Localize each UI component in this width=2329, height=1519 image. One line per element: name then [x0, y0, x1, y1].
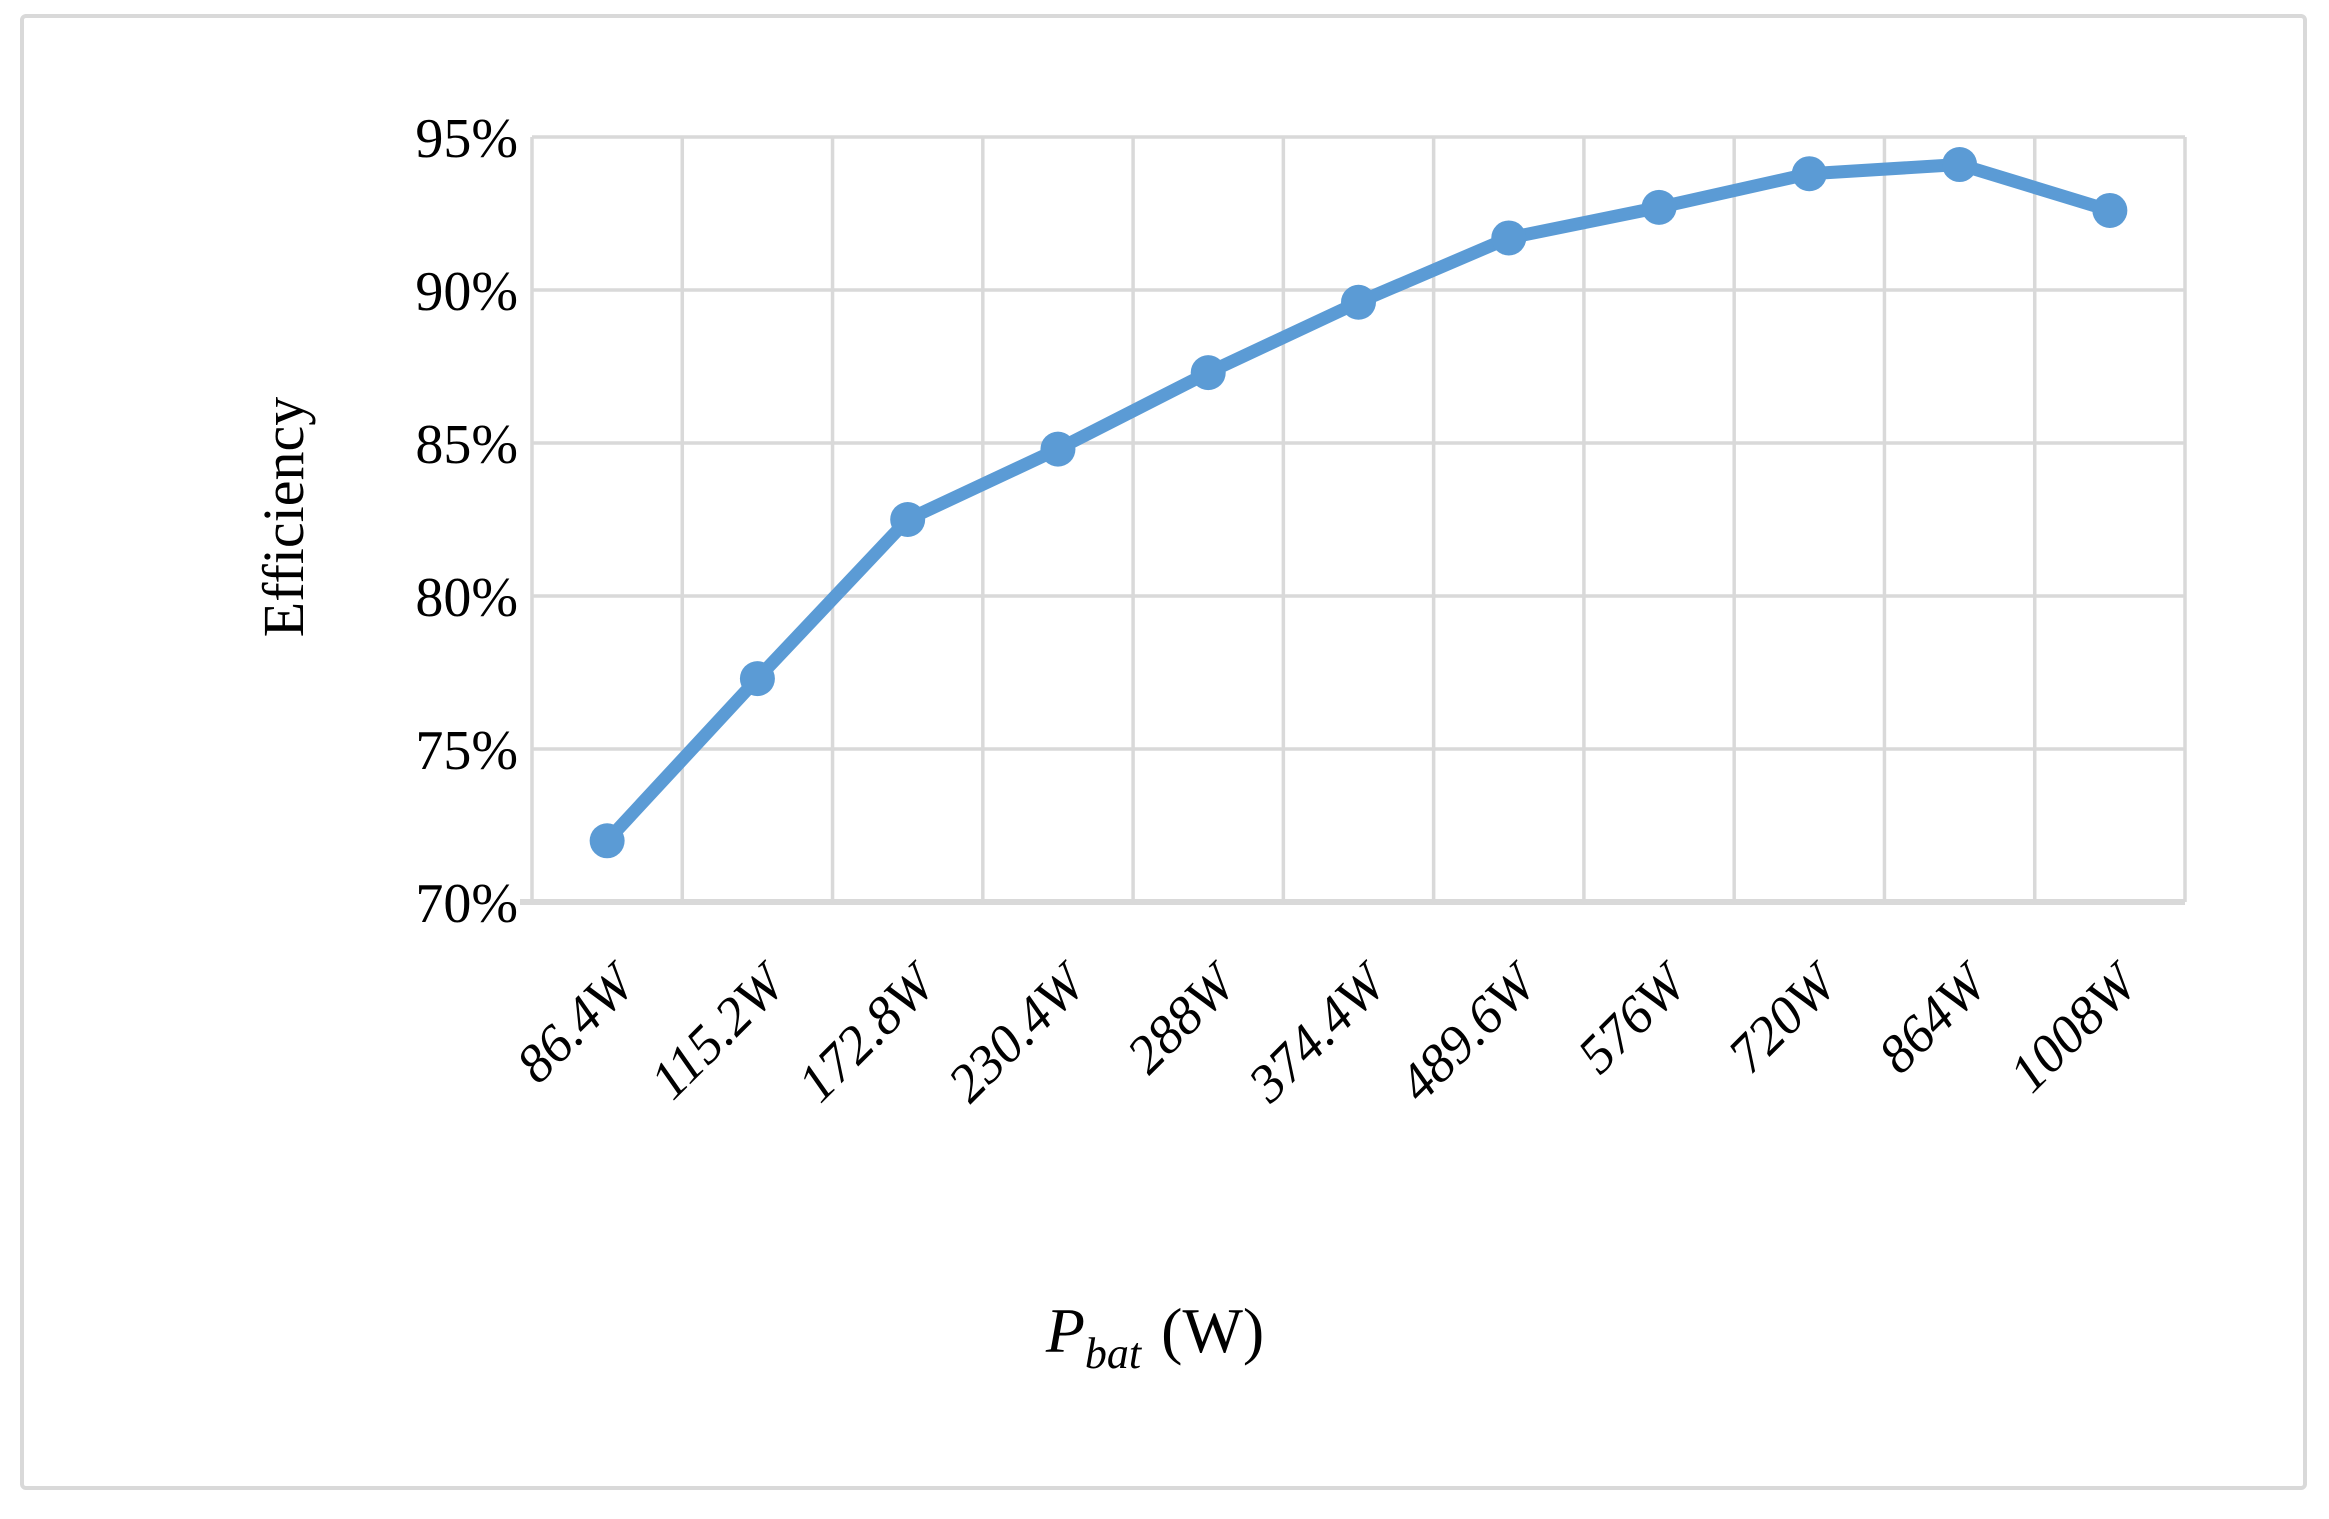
y-tick-labels: 95% 90% 85% 80% 75% 70% — [415, 108, 518, 935]
x-axis-title-symbol: P — [1045, 1295, 1085, 1366]
data-point-marker — [1491, 220, 1527, 256]
data-point-marker — [2092, 192, 2128, 228]
data-point-marker — [1040, 431, 1076, 467]
data-point-marker — [1341, 284, 1376, 320]
data-point-marker — [890, 502, 926, 537]
series-markers — [589, 147, 2128, 859]
data-point-marker — [739, 661, 775, 697]
x-tick-label: 1008W — [1998, 950, 2152, 1104]
data-point-marker — [1791, 156, 1827, 192]
y-axis-title: Efficiency — [251, 397, 316, 637]
x-tick-label: 576W — [1566, 950, 1701, 1085]
gridlines — [530, 135, 2187, 902]
y-tick-label: 70% — [415, 873, 518, 935]
chart-figure-border — [20, 14, 2307, 1490]
x-tick-label: 115.2W — [639, 950, 800, 1111]
data-point-marker — [1942, 147, 1978, 183]
data-point-marker — [589, 823, 625, 859]
data-point-marker — [1190, 355, 1226, 391]
x-tick-label: 172.8W — [786, 950, 950, 1114]
y-tick-label: 75% — [415, 720, 518, 782]
x-tick-label: 288W — [1115, 950, 1250, 1085]
x-tick-label: 489.6W — [1387, 950, 1551, 1114]
y-tick-label: 85% — [415, 414, 518, 476]
x-tick-label: 864W — [1867, 950, 2002, 1085]
x-tick-label: 720W — [1716, 950, 1851, 1085]
x-axis-title-subscript: bat — [1085, 1329, 1143, 1378]
x-tick-label: 86.4W — [505, 950, 650, 1095]
x-tick-label: 374.4W — [1236, 950, 1400, 1114]
y-tick-label: 90% — [415, 261, 518, 323]
y-tick-label: 80% — [415, 567, 518, 629]
y-tick-label: 95% — [415, 108, 518, 170]
x-axis-title: Pbat (W) — [1045, 1295, 1264, 1378]
x-axis-title-unit: (W) — [1161, 1295, 1264, 1366]
x-tick-label: 230.4W — [936, 950, 1100, 1114]
data-point-marker — [1641, 189, 1677, 225]
